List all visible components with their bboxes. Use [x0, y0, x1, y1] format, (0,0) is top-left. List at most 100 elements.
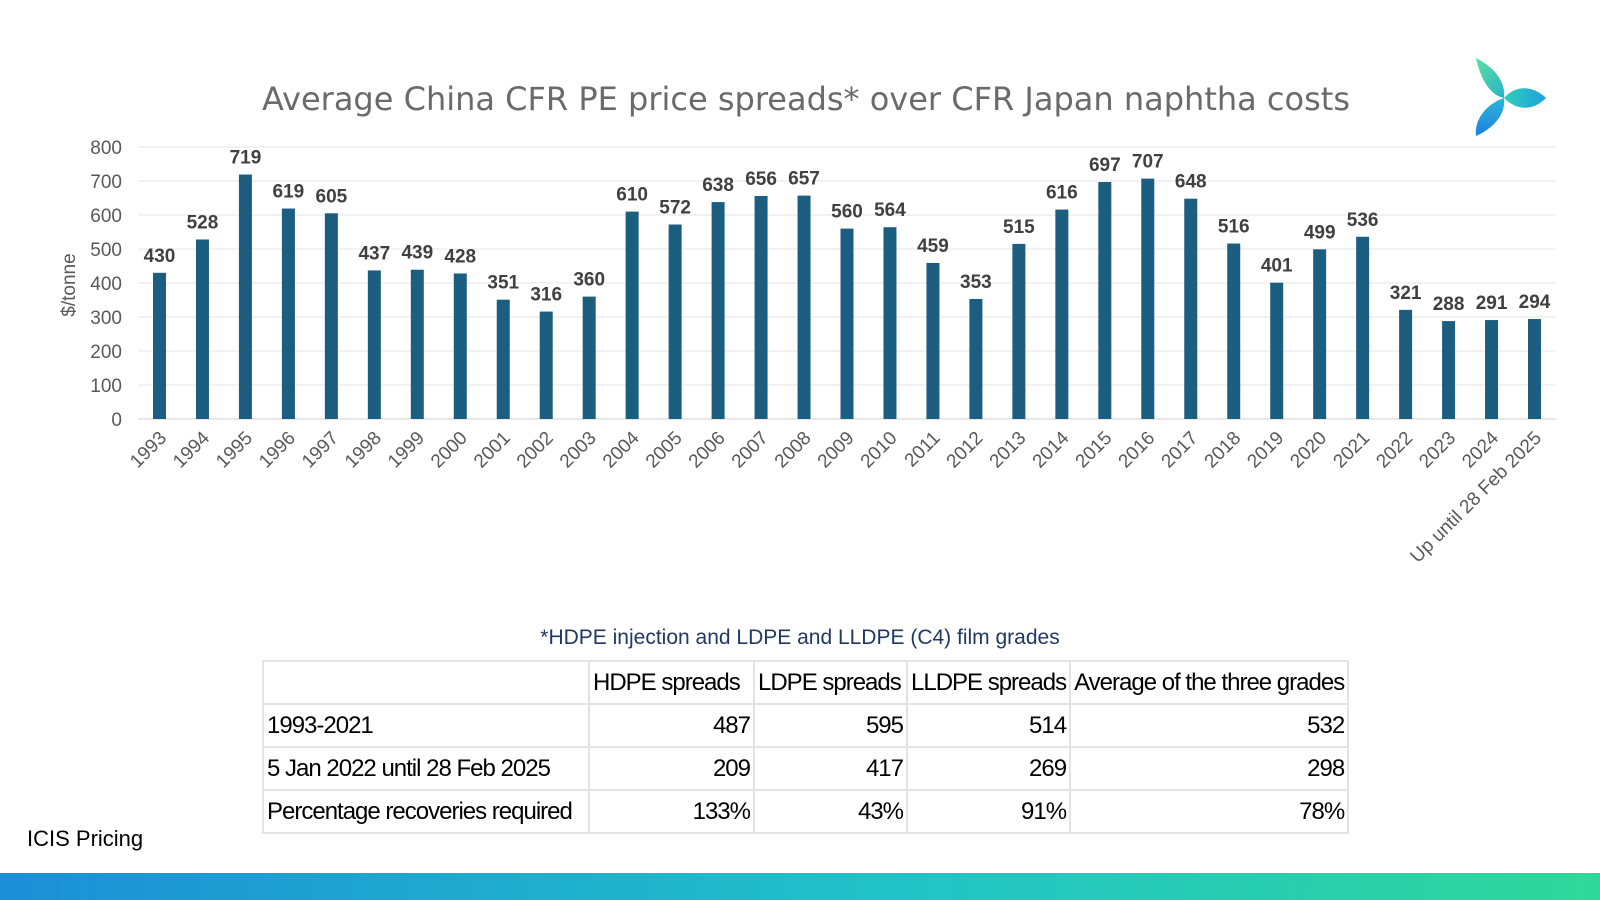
bar	[1442, 321, 1456, 419]
table-cell: 133%	[588, 789, 755, 834]
y-axis: 0 100 200 300 400 500 600 700 800	[90, 138, 122, 431]
chart-footnote: *HDPE injection and LDPE and LLDPE (C4) …	[540, 626, 1060, 649]
x-tick-label: 1998	[341, 428, 386, 473]
bar	[1227, 243, 1241, 419]
data-label: 515	[1003, 217, 1035, 238]
x-tick-label: 2001	[470, 428, 515, 473]
data-label: 437	[358, 243, 390, 264]
bar	[1313, 249, 1327, 419]
x-tick-label: 2000	[427, 428, 472, 473]
y-tick-label: 200	[90, 342, 122, 363]
bar	[840, 228, 854, 419]
bar	[969, 298, 983, 419]
y-tick-label: 600	[90, 206, 122, 227]
x-tick-label: 1993	[126, 428, 171, 473]
x-tick-label: 2018	[1201, 428, 1246, 473]
row-label: 1993-2021	[262, 703, 590, 748]
bar	[1012, 243, 1026, 419]
data-label: 428	[444, 246, 476, 267]
data-label: 316	[530, 285, 562, 306]
x-tick-label: 1994	[169, 427, 214, 472]
y-tick-label: 100	[90, 376, 122, 397]
bar	[238, 174, 252, 419]
x-tick-label: 2007	[728, 428, 773, 473]
data-label: 516	[1218, 217, 1250, 238]
table-header-row: HDPE spreads LDPE spreads LLDPE spreads …	[262, 660, 1350, 705]
data-label: 459	[917, 236, 949, 257]
table-header-cell: HDPE spreads	[588, 660, 755, 705]
y-tick-label: 500	[90, 240, 122, 261]
x-tick-label: 2009	[814, 428, 859, 473]
bar	[195, 239, 209, 419]
data-label: 499	[1304, 222, 1336, 243]
data-label: 288	[1433, 294, 1465, 315]
data-label: 707	[1132, 152, 1164, 173]
bar	[711, 202, 725, 419]
table-header-cell	[262, 660, 590, 705]
table-row: 5 Jan 2022 until 28 Feb 2025 209 417 269…	[262, 746, 1350, 791]
data-label: 572	[659, 198, 691, 219]
data-label: 321	[1390, 283, 1422, 304]
bar	[625, 211, 639, 419]
table-cell: 298	[1069, 746, 1350, 791]
data-label: 719	[230, 148, 262, 169]
table-cell: 78%	[1069, 789, 1350, 834]
x-tick-label: 2012	[943, 428, 988, 473]
x-tick-label: 2003	[556, 428, 601, 473]
bar	[1184, 198, 1198, 419]
bar	[496, 299, 510, 419]
x-tick-label: 1996	[255, 428, 300, 473]
x-tick-label: 1997	[298, 428, 343, 473]
data-label: 353	[960, 272, 992, 293]
footer-gradient-bar	[0, 873, 1600, 900]
x-tick-label: 2019	[1243, 428, 1288, 473]
bar	[668, 224, 682, 419]
x-tick-label: 1999	[384, 428, 429, 473]
data-label: 528	[187, 212, 219, 233]
y-tick-label: 400	[90, 274, 122, 295]
x-tick-label: 2023	[1415, 428, 1460, 473]
table-cell: 209	[588, 746, 755, 791]
bars	[152, 174, 1542, 419]
bar	[926, 262, 940, 419]
x-tick-label: 2013	[986, 428, 1031, 473]
table-row: Percentage recoveries required 133% 43% …	[262, 789, 1350, 834]
bar	[324, 213, 338, 419]
bar	[797, 195, 811, 419]
bar-chart: Average China CFR PE price spreads* over…	[59, 80, 1556, 567]
x-tick-label: 2005	[642, 428, 687, 473]
x-tick-label: 2010	[857, 428, 902, 473]
row-label: Percentage recoveries required	[262, 789, 590, 834]
data-label: 657	[788, 169, 820, 190]
bar	[281, 208, 295, 419]
table-cell: 532	[1069, 703, 1350, 748]
data-label: 619	[273, 182, 305, 203]
data-label: 648	[1175, 172, 1207, 193]
y-axis-label: $/tonne	[59, 253, 80, 316]
source-label: ICIS Pricing	[27, 826, 144, 851]
data-label: 401	[1261, 256, 1293, 277]
data-label: 351	[487, 273, 519, 294]
bar	[1270, 282, 1284, 419]
table-row: 1993-2021 487 595 514 532	[262, 703, 1350, 748]
data-label: 656	[745, 169, 777, 190]
bar	[582, 296, 596, 419]
x-tick-label: 1995	[212, 428, 257, 473]
bar	[1399, 309, 1413, 419]
bar	[410, 269, 424, 419]
table-cell: 514	[905, 703, 1072, 748]
table-header-cell: LDPE spreads	[753, 660, 908, 705]
x-tick-label: 2014	[1029, 427, 1074, 472]
bar	[1055, 209, 1069, 419]
data-label: 291	[1476, 293, 1508, 314]
y-tick-label: 800	[90, 138, 122, 159]
x-axis: 1993199419951996199719981999200020012002…	[126, 427, 1546, 567]
table-cell: 487	[588, 703, 755, 748]
x-tick-label: 2004	[599, 427, 644, 472]
table-cell: 595	[753, 703, 908, 748]
x-tick-label: 2017	[1158, 428, 1203, 473]
data-label: 360	[573, 270, 605, 291]
x-tick-label: 2016	[1115, 428, 1160, 473]
data-label: 536	[1347, 210, 1379, 231]
table-cell: 269	[905, 746, 1072, 791]
